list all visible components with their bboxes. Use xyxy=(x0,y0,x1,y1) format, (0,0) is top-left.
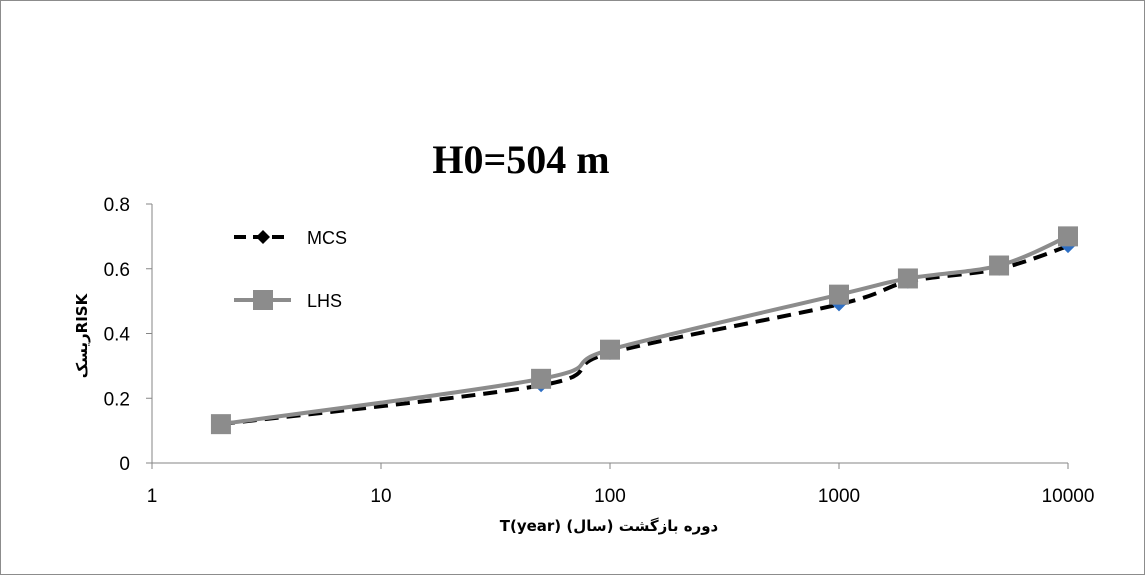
data-point-lhs xyxy=(829,284,849,305)
y-tick-label: 0 xyxy=(119,454,130,475)
y-tick-label: 0.2 xyxy=(104,389,130,410)
data-point-lhs xyxy=(210,414,231,435)
y-axis-title: ریسکRISK xyxy=(73,292,91,378)
tick-labels: 1 10 100 1000 10000 0 0.2 0.4 0.6 0.8 xyxy=(104,195,1095,507)
tick-marks xyxy=(146,203,1069,469)
series-line-lhs xyxy=(220,234,1069,427)
legend-marker-lhs xyxy=(253,290,273,310)
data-point-lhs xyxy=(989,255,1010,276)
data-point-lhs xyxy=(1058,226,1078,247)
y-tick-label: 0.6 xyxy=(104,260,130,281)
legend: MCS LHS xyxy=(234,228,347,311)
series-line-mcs xyxy=(220,244,1069,427)
data-point-lhs xyxy=(600,339,620,360)
data-point-lhs xyxy=(531,368,552,389)
series-layer xyxy=(210,226,1078,435)
y-tick-label: 0.4 xyxy=(104,325,131,346)
legend-label-mcs: MCS xyxy=(307,228,347,248)
x-tick-label: 1000 xyxy=(818,486,860,507)
chart-title: H0=504 m xyxy=(432,137,609,182)
x-tick-label: 10000 xyxy=(1042,486,1095,507)
y-tick-label: 0.8 xyxy=(104,195,130,216)
series-lhs xyxy=(210,226,1078,435)
axes xyxy=(151,204,1068,464)
legend-label-lhs: LHS xyxy=(307,291,342,311)
series-mcs xyxy=(213,239,1075,432)
x-tick-label: 10 xyxy=(370,486,391,507)
x-tick-label: 1 xyxy=(147,486,158,507)
legend-marker-mcs xyxy=(256,230,270,244)
data-point-lhs xyxy=(897,268,918,289)
x-axis-title: T(year) (سال) دوره بازگشت xyxy=(500,517,719,535)
x-tick-label: 100 xyxy=(594,486,626,507)
